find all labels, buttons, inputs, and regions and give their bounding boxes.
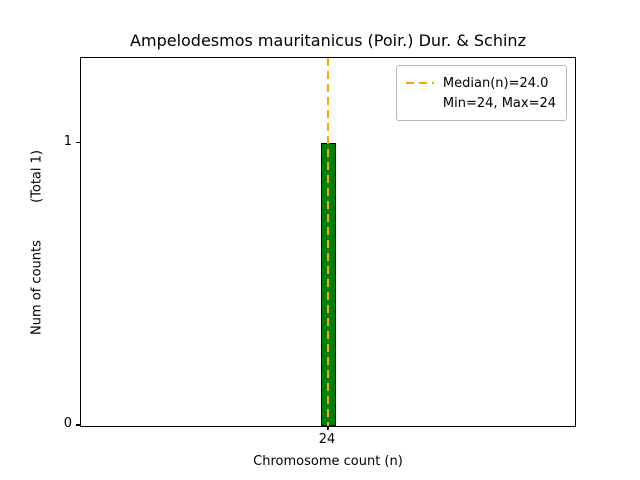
legend: Median(n)=24.0 Min=24, Max=24 <box>395 65 567 121</box>
legend-row-minmax: Min=24, Max=24 <box>406 93 556 113</box>
median-line <box>327 58 329 426</box>
legend-label-median: Median(n)=24.0 <box>442 75 549 91</box>
x-tick-label: 24 <box>318 432 336 447</box>
x-axis-label: Chromosome count (n) <box>253 454 403 469</box>
y-tick-label: 1 <box>63 133 72 149</box>
y-tick-mark <box>76 424 80 426</box>
legend-row-median: Median(n)=24.0 <box>405 73 556 93</box>
median-dashed-line-icon <box>405 82 434 84</box>
y-tick-label: 0 <box>63 416 72 431</box>
plot-area: Median(n)=24.0 Min=24, Max=24 <box>80 57 576 427</box>
y-tick-mark <box>76 141 80 144</box>
chart-title: Ampelodesmos mauritanicus (Poir.) Dur. &… <box>130 31 526 50</box>
legend-sample-empty <box>406 102 434 104</box>
x-tick-mark <box>327 426 329 430</box>
legend-label-minmax: Min=24, Max=24 <box>442 95 556 111</box>
y-axis-label: Num of counts (Total 1) <box>29 150 45 335</box>
